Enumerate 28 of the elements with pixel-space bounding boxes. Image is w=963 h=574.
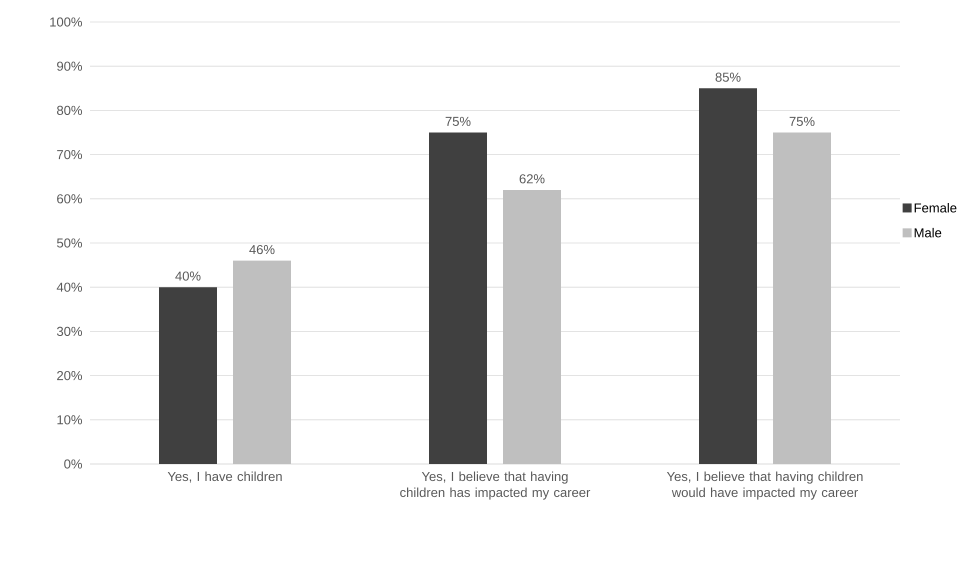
x-tick-label: Yes, I believe that having children has impacted my career <box>400 472 590 500</box>
y-tick-label: 10% <box>57 415 82 424</box>
data-label: 40% <box>175 271 201 281</box>
bar <box>233 260 292 464</box>
bar <box>773 132 832 464</box>
data-label: 85% <box>716 72 741 82</box>
data-label: 46% <box>249 244 275 254</box>
data-label: 75% <box>790 116 815 126</box>
y-tick-label: 90% <box>57 62 82 71</box>
y-tick-label: 70% <box>57 150 82 160</box>
data-label: 75% <box>446 116 471 126</box>
y-tick-label: 0% <box>64 459 82 469</box>
x-tick-label: Yes, I believe that having children would have impacted my career <box>666 472 863 500</box>
bar <box>699 88 758 464</box>
bar <box>429 132 488 464</box>
bar <box>159 287 217 464</box>
y-tick-label: 100% <box>50 17 82 27</box>
y-tick-label: 20% <box>57 370 82 380</box>
y-tick-label: 60% <box>57 194 82 204</box>
y-tick-label: 50% <box>56 238 82 248</box>
legend-label: Female <box>914 202 956 213</box>
legend-label: Male <box>914 228 942 238</box>
x-tick-label: Yes, I have children <box>168 472 282 483</box>
y-tick-label: 80% <box>57 106 82 115</box>
y-tick-label: 40% <box>56 282 82 292</box>
data-label: 62% <box>520 174 545 184</box>
bar <box>503 190 562 464</box>
y-tick-label: 30% <box>56 326 82 336</box>
